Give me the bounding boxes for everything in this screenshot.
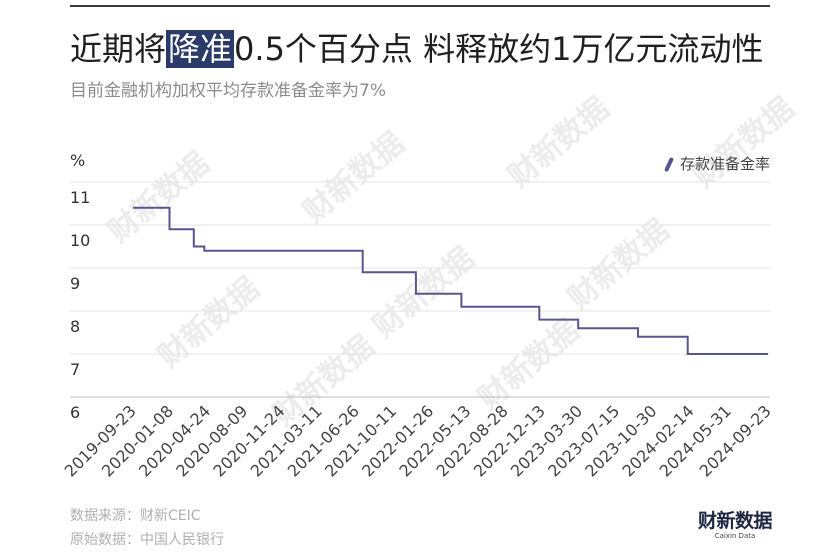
watermark: 财新数据 [472, 313, 586, 417]
footer-source: 数据来源：财新CEIC [70, 508, 201, 524]
title-highlight: 降准 [166, 30, 235, 68]
watermark: 财新数据 [502, 91, 616, 195]
watermark: 财新数据 [687, 91, 801, 195]
page-title: 近期将降准0.5个百分点 料释放约1万亿元流动性 [70, 28, 763, 70]
watermark: 财新数据 [562, 213, 676, 317]
watermark: 财新数据 [367, 241, 481, 345]
x-axis-ticks: 2019-09-232020-01-082020-04-242020-08-09… [61, 401, 775, 480]
title-text-after: 0.5个百分点 料释放约1万亿元流动性 [234, 30, 764, 68]
y-tick-label: 10 [70, 231, 90, 250]
y-tick-label: 8 [70, 317, 80, 336]
legend: 存款准备金率 [664, 154, 770, 174]
y-tick-label: 7 [70, 360, 80, 379]
logo-subtext: Caixin Data [714, 532, 756, 540]
y-axis-ticks: 11 10 9 8 7 6% [70, 151, 90, 422]
y-tick-label: 9 [70, 274, 80, 293]
title-text-before: 近期将 [70, 30, 167, 68]
watermark: 财新数据 [297, 126, 411, 230]
footer-raw-data: 原始数据：中国人民银行 [70, 532, 224, 548]
watermark: 财新数据 [152, 271, 266, 375]
y-axis-unit-label: % [70, 151, 85, 170]
y-tick-label: 11 [70, 188, 90, 207]
y-tick-label: 6 [70, 403, 80, 422]
gridlines [70, 181, 770, 398]
logo-text: 财新数据 [697, 510, 773, 532]
watermark: 财新数据 [102, 146, 216, 250]
top-rule [70, 5, 770, 7]
subtitle: 目前金融机构加权平均存款准备金率为7% [70, 81, 386, 101]
series-layer [133, 206, 768, 355]
caixin-data-logo: 财新数据 Caixin Data [697, 510, 773, 541]
reserve-ratio-series-line [133, 206, 768, 355]
legend-label: 存款准备金率 [679, 155, 770, 173]
